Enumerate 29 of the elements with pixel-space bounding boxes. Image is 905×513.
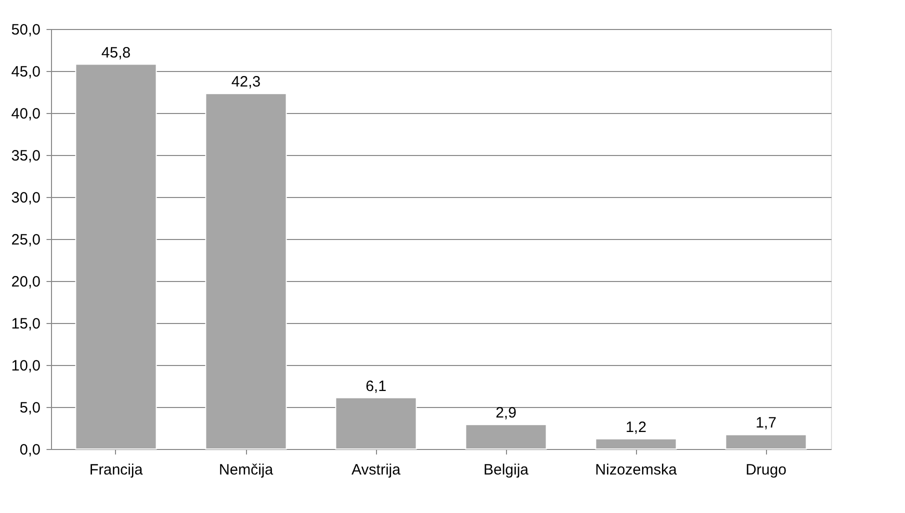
y-tick-label: 5,0 xyxy=(20,400,40,416)
bar xyxy=(725,434,807,450)
data-label: 45,8 xyxy=(101,44,131,62)
y-tick-label: 25,0 xyxy=(11,232,40,248)
x-tick-label: Belgija xyxy=(483,462,530,478)
y-tick-label: 35,0 xyxy=(11,148,40,164)
bar xyxy=(335,397,417,450)
x-tick-label: Drugo xyxy=(746,462,786,478)
bar xyxy=(75,64,157,450)
x-tick-label: Avstrija xyxy=(352,462,402,478)
x-tick-label: Nizozemska xyxy=(595,462,678,478)
y-tick-label: 15,0 xyxy=(11,316,40,332)
y-tick-label: 0,0 xyxy=(20,442,40,458)
data-label: 1,7 xyxy=(756,414,776,432)
y-tick-label: 50,0 xyxy=(11,22,40,38)
bar xyxy=(465,424,547,450)
bar xyxy=(205,93,287,450)
bar xyxy=(595,438,677,450)
data-label: 2,9 xyxy=(496,404,516,422)
y-tick-label: 30,0 xyxy=(11,190,40,206)
y-tick-label: 10,0 xyxy=(11,358,40,374)
data-label: 42,3 xyxy=(231,74,261,91)
data-label: 6,1 xyxy=(366,378,386,395)
y-tick-label: 40,0 xyxy=(11,106,40,122)
y-tick-label: 45,0 xyxy=(11,64,40,80)
data-label: 1,2 xyxy=(626,418,646,436)
y-tick-label: 20,0 xyxy=(11,274,40,290)
x-tick-label: Nemčija xyxy=(218,462,274,478)
x-tick-label: Francija xyxy=(89,462,144,478)
